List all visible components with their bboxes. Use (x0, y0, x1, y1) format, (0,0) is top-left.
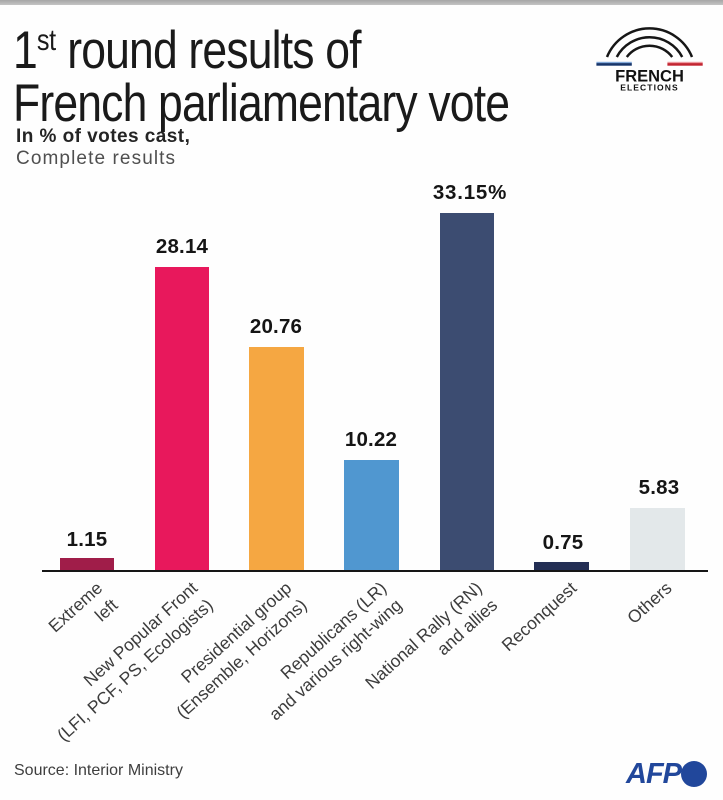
svg-text:FRENCH: FRENCH (615, 68, 684, 86)
svg-text:ELECTIONS: ELECTIONS (620, 83, 679, 93)
